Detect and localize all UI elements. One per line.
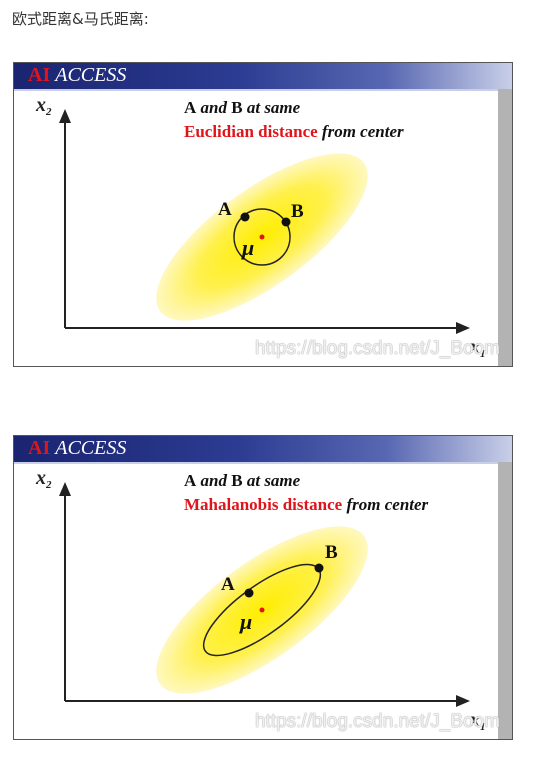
caption-line-2: Mahalanobis distance from center	[184, 495, 429, 514]
mu-label: μ	[241, 235, 254, 260]
x-axis-arrow	[456, 322, 470, 334]
caption-line-1: A and B at same	[184, 471, 301, 490]
point-a-marker	[244, 588, 254, 598]
slide-sidebar	[498, 462, 512, 739]
watermark: https://blog.csdn.net/J_Boom	[254, 711, 500, 732]
point-a-label: A	[218, 199, 232, 220]
y-axis-label: x2	[35, 467, 52, 491]
x-axis-arrow	[456, 695, 470, 707]
x-axis-label: x1	[469, 336, 486, 360]
center-marker	[259, 234, 265, 240]
slide-titlebar: AI ACCESS	[14, 436, 512, 464]
point-b-marker	[281, 217, 291, 227]
point-b-label: B	[291, 201, 304, 222]
equidistant-circle	[233, 208, 291, 266]
point-a-marker	[240, 212, 250, 222]
brand-logo: AI ACCESS	[28, 437, 126, 460]
mahalanobis-slide: AI ACCESS x2 x1 A and B at same Mahalanob…	[13, 435, 513, 740]
brand-access: ACCESS	[55, 437, 127, 459]
euclidean-slide: AI ACCESS x2 x1 A and B at same Euclidian…	[13, 62, 513, 367]
brand-ai: AI	[28, 64, 51, 86]
y-axis-arrow	[59, 482, 71, 496]
slide-titlebar: AI ACCESS	[14, 63, 512, 91]
x-axis-label: x1	[469, 709, 486, 733]
mu-label: μ	[239, 609, 252, 634]
slide-sidebar	[498, 89, 512, 366]
caption-line-1: A and B at same	[184, 98, 301, 117]
brand-access: ACCESS	[55, 64, 127, 86]
euclidean-diagram: x2 x1 A and B at same Euclidian distance…	[35, 94, 486, 360]
center-marker	[259, 607, 265, 613]
point-b-label: B	[325, 542, 338, 563]
mahalanobis-diagram: x2 x1 A and B at same Mahalanobis distan…	[35, 467, 486, 733]
page-heading: 欧式距离&马氏距离:	[12, 10, 149, 28]
point-b-marker	[314, 563, 324, 573]
caption-line-2: Euclidian distance from center	[184, 122, 404, 141]
y-axis-label: x2	[35, 94, 52, 118]
point-a-label: A	[221, 574, 235, 595]
watermark: https://blog.csdn.net/J_Boom	[254, 338, 500, 359]
brand-ai: AI	[28, 437, 51, 459]
brand-logo: AI ACCESS	[28, 64, 126, 87]
y-axis-arrow	[59, 109, 71, 123]
